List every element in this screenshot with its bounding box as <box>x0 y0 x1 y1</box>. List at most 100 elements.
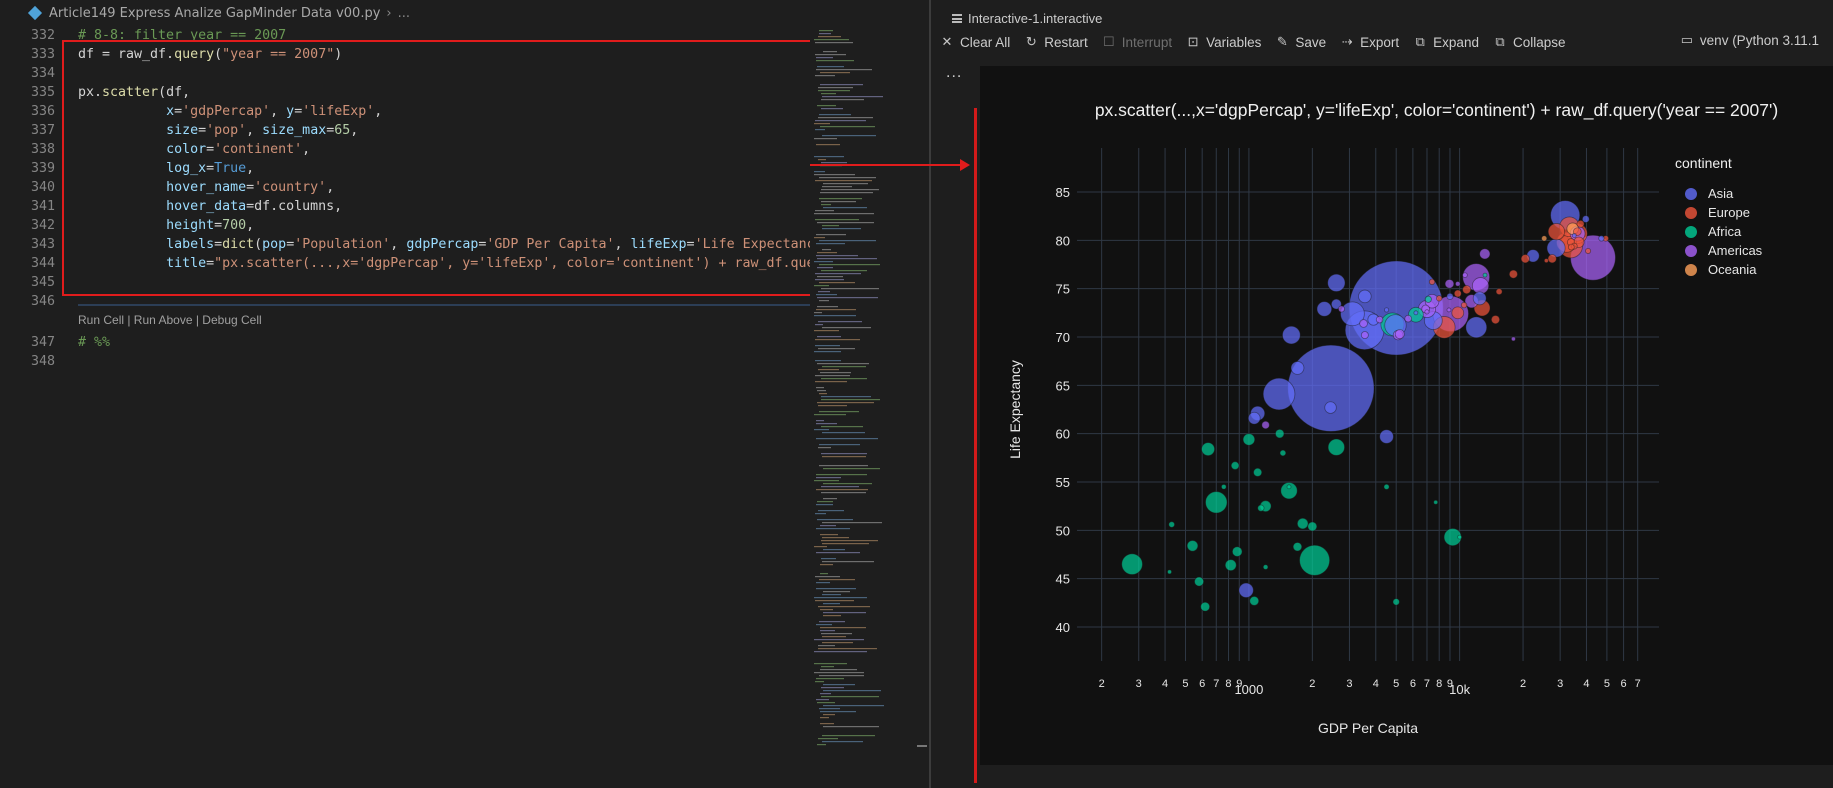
save-button[interactable]: ✎ Save <box>1275 34 1326 50</box>
data-point <box>1446 292 1454 300</box>
data-point <box>1296 517 1309 530</box>
code-token: , <box>246 218 255 233</box>
code-token: # %% <box>78 335 111 350</box>
line-number: 344 <box>30 256 55 271</box>
x-axis-label: GDP Per Capita <box>1318 720 1418 736</box>
y-tick-label: 80 <box>1056 233 1070 248</box>
minimap-line <box>814 156 844 158</box>
code-line[interactable]: hover_data=df.columns, <box>78 197 342 216</box>
breadcrumb[interactable]: Article149 Express Analize GapMinder Dat… <box>0 0 923 26</box>
data-point <box>1541 235 1548 242</box>
data-point <box>1324 401 1337 414</box>
collapse-button[interactable]: ⧉ Collapse <box>1493 34 1565 50</box>
interactive-tab[interactable]: Interactive-1.interactive <box>952 8 1102 28</box>
minimap-line <box>814 315 856 317</box>
minimap-line <box>814 312 822 314</box>
minimap-line <box>815 339 860 341</box>
code-token: = <box>286 237 295 252</box>
restart-button[interactable]: ↻ Restart <box>1024 34 1088 50</box>
data-point <box>1394 329 1405 340</box>
x-tick-label: 5 <box>1182 678 1188 690</box>
interrupt-button[interactable]: ☐ Interrupt <box>1102 34 1172 50</box>
code-line[interactable]: # %% <box>78 333 110 352</box>
code-token: 'country' <box>254 180 327 195</box>
minimap-line <box>816 57 833 59</box>
python-file-icon <box>27 5 43 21</box>
minimap-line <box>818 90 850 92</box>
minimap-line <box>822 741 863 743</box>
minimap-line <box>815 129 825 131</box>
data-point <box>1327 438 1345 456</box>
minimap-line <box>820 693 831 695</box>
code-token: lifeExp <box>630 237 687 252</box>
code-token: , <box>326 180 335 195</box>
minimap-line <box>823 612 866 614</box>
code-line[interactable]: hover_name='country', <box>78 178 334 197</box>
code-line[interactable]: labels=dict(pop='Population', gdpPercap=… <box>78 235 839 254</box>
minimap-line <box>818 447 831 449</box>
line-number: 345 <box>30 275 55 290</box>
data-point <box>1340 301 1365 327</box>
restart-icon: ↻ <box>1025 34 1037 49</box>
minimap-line <box>822 186 852 188</box>
code-token: dict <box>222 237 255 252</box>
minimap-line <box>814 123 830 125</box>
annotation-arrow <box>810 159 970 171</box>
data-point <box>1451 306 1465 320</box>
minimap-line <box>819 579 855 581</box>
line-number: 334 <box>30 66 55 81</box>
data-point <box>1379 429 1394 444</box>
code-editor[interactable]: Article149 Express Analize GapMinder Dat… <box>0 0 927 788</box>
codelens-run-cell[interactable]: Run Cell | Run Above | Debug Cell <box>78 313 262 327</box>
minimap-line <box>822 135 876 137</box>
code-token: x <box>166 104 175 119</box>
save-label: Save <box>1295 34 1327 50</box>
minimap-line <box>818 348 855 350</box>
data-point <box>1257 504 1265 512</box>
vertical-scrollbar[interactable] <box>912 26 923 788</box>
breadcrumb-file[interactable]: Article149 Express Analize GapMinder Dat… <box>49 5 381 21</box>
kernel-picker[interactable]: ▭ venv (Python 3.11.1 <box>1680 32 1819 48</box>
scrollbar-thumb[interactable] <box>917 745 927 747</box>
code-line[interactable]: df = raw_df.query("year == 2007") <box>78 45 342 64</box>
x-tick-label: 2 <box>1099 678 1105 690</box>
expand-button[interactable]: ⧉ Expand <box>1413 34 1479 50</box>
code-line[interactable]: color='continent', <box>78 140 310 159</box>
cell-more-actions-button[interactable]: ... <box>946 64 963 81</box>
code-token: ) <box>334 47 343 62</box>
code-area[interactable]: 332 # 8-8: filter year == 2007 333 df = raw… <box>0 26 839 788</box>
export-button[interactable]: ⇢ Export <box>1340 34 1399 50</box>
code-line[interactable]: # 8-8: filter year == 2007 <box>78 26 286 45</box>
code-token: 'Population' <box>294 237 391 252</box>
code-line[interactable]: px.scatter(df, <box>78 83 190 102</box>
data-point <box>1327 273 1346 292</box>
minimap-line <box>816 234 846 236</box>
x-tick-label: 3 <box>1136 678 1142 690</box>
code-token: = <box>198 123 207 138</box>
minimap-line <box>818 645 835 647</box>
data-point <box>1547 223 1566 241</box>
code-line[interactable]: log_x=True, <box>78 159 254 178</box>
data-point <box>1453 289 1462 298</box>
minimap[interactable] <box>810 26 910 788</box>
plot-output[interactable]: 2 3 4 5 6 7 8 9 1000 2 3 4 5 6 7 8 9 10k 2 3 4 5 6 7 40 45 50 55 60 6… <box>980 66 1833 765</box>
code-token: 'continent' <box>214 142 303 157</box>
editor-group-divider[interactable] <box>929 0 931 788</box>
minimap-line <box>814 330 839 332</box>
breadcrumb-rest[interactable]: ... <box>397 5 411 21</box>
minimap-line <box>823 498 837 500</box>
minimap-line <box>821 696 879 698</box>
minimap-line <box>820 609 833 611</box>
minimap-line <box>817 501 833 503</box>
code-token: ( <box>214 47 223 62</box>
code-line[interactable]: size='pop', size_max=65, <box>78 121 358 140</box>
minimap-line <box>816 489 868 491</box>
line-number: 332 <box>30 28 55 43</box>
line-number: 337 <box>30 123 55 138</box>
variables-button[interactable]: ⊡ Variables <box>1186 34 1262 50</box>
code-line[interactable]: height=700, <box>78 216 254 235</box>
code-line[interactable]: x='gdpPercap', y='lifeExp', <box>78 102 382 121</box>
clear-all-button[interactable]: ✕ Clear All <box>940 34 1011 50</box>
minimap-line <box>823 207 867 209</box>
